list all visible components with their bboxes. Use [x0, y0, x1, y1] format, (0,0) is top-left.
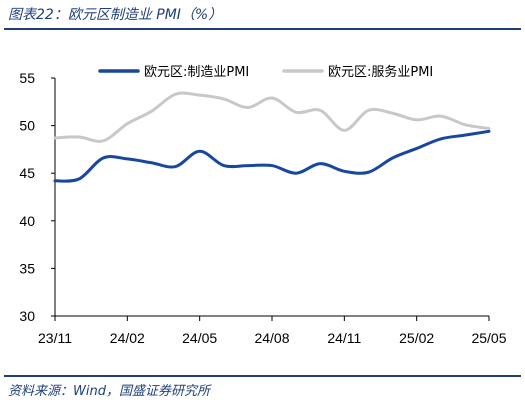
x-tick-label: 24/05	[182, 330, 217, 346]
x-tick-label: 24/02	[110, 330, 145, 346]
axes: 30 35 40 45 50 55 23/11 24/02 24/05 24/08 24/11 25/…	[19, 70, 506, 346]
legend: 欧元区:制造业PMI 欧元区:服务业PMI	[98, 64, 433, 80]
series-line-services-pmi	[53, 91, 491, 143]
series-lines	[53, 91, 491, 183]
y-tick-label: 40	[19, 213, 35, 229]
x-tick-label: 25/02	[399, 330, 434, 346]
source-rule	[4, 375, 521, 377]
x-tick-label: 23/11	[38, 330, 72, 346]
x-tick-label: 25/05	[471, 330, 506, 346]
y-tick-label: 55	[19, 70, 35, 86]
source-note: 资料来源：Wind，国盛证券研究所	[8, 384, 210, 399]
legend-label: 欧元区:服务业PMI	[328, 64, 433, 80]
y-tick-label: 35	[19, 260, 35, 276]
x-tick-label: 24/08	[254, 330, 289, 346]
x-tick-label: 24/11	[327, 330, 361, 346]
y-tick-label: 50	[19, 118, 35, 134]
y-tick-label: 45	[19, 165, 35, 181]
chart-title: 图表22：欧元区制造业 PMI（%）	[8, 7, 223, 23]
title-rule	[4, 28, 521, 30]
y-tick-label: 30	[19, 308, 35, 324]
legend-item-manufacturing-pmi: 欧元区:制造业PMI	[98, 65, 249, 80]
legend-label: 欧元区:制造业PMI	[144, 65, 249, 80]
legend-item-services-pmi: 欧元区:服务业PMI	[282, 64, 433, 80]
series-line-manufacturing-pmi	[53, 129, 491, 183]
